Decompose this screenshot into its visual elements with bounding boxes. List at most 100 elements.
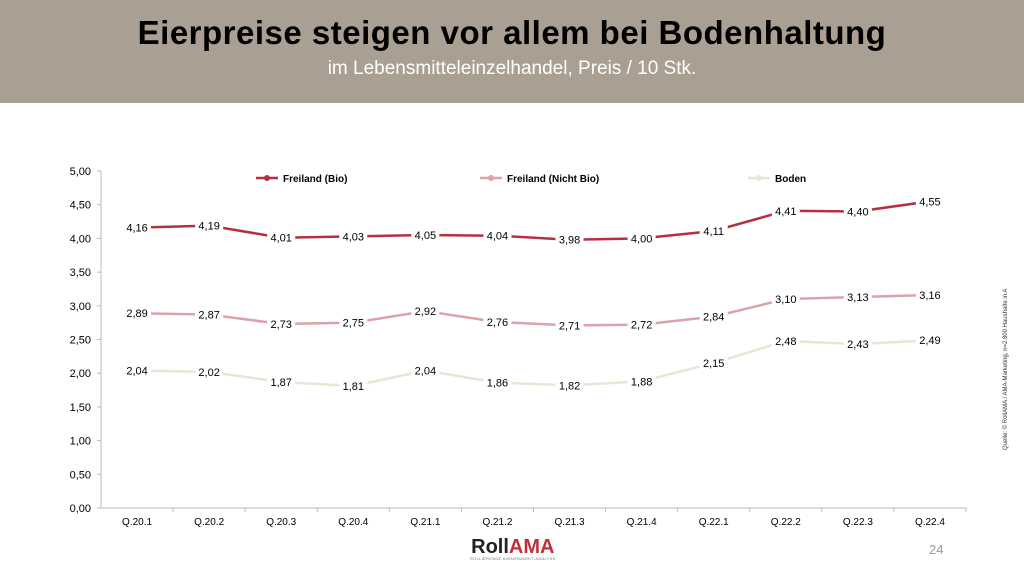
data-label: 4,00: [631, 233, 652, 245]
data-label-bg: [411, 362, 440, 378]
y-tick-label: 0,00: [70, 503, 91, 515]
data-label-bg: [267, 315, 296, 331]
y-tick-label: 4,00: [70, 233, 91, 245]
data-label: 2,87: [198, 310, 219, 322]
data-label-bg: [483, 313, 512, 329]
data-label-bg: [267, 373, 296, 389]
data-label: 4,55: [919, 196, 940, 208]
page-number: 24: [929, 542, 944, 557]
data-label-bg: [555, 231, 584, 247]
data-label: 2,73: [270, 319, 291, 331]
data-label: 4,19: [198, 221, 219, 233]
data-label-bg: [339, 314, 368, 330]
data-label-bg: [411, 303, 440, 319]
page-title: Eierpreise steigen vor allem bei Bodenha…: [137, 14, 887, 51]
data-label: 4,11: [703, 226, 724, 238]
y-tick-label: 1,50: [70, 402, 91, 414]
data-label-bg: [339, 378, 368, 394]
data-label-bg: [771, 291, 800, 307]
y-tick-label: 5,00: [70, 166, 91, 178]
data-label-bg: [555, 317, 584, 333]
header-banner: Eierpreise steigen vor allem bei Bodenha…: [0, 0, 1024, 103]
x-tick-label: Q.21.1: [410, 517, 440, 528]
page-subtitle: im Lebensmitteleinzelhandel, Preis / 10 …: [327, 58, 697, 79]
data-label: 4,04: [487, 231, 508, 243]
x-tick-label: Q.21.2: [482, 517, 512, 528]
x-tick-label: Q.20.4: [338, 517, 368, 528]
data-label-bg: [915, 287, 944, 303]
data-label: 2,72: [631, 320, 652, 332]
data-label: 2,76: [487, 317, 508, 329]
data-label: 1,87: [270, 377, 291, 389]
data-label: 3,10: [775, 294, 796, 306]
data-label-bg: [843, 336, 872, 352]
data-label: 2,02: [198, 367, 219, 379]
legend-marker: [488, 175, 494, 181]
data-label-bg: [123, 305, 152, 321]
data-label-bg: [915, 332, 944, 348]
x-tick-label: Q.20.3: [266, 517, 296, 528]
data-label-bg: [699, 308, 728, 324]
data-label: 4,40: [847, 206, 868, 218]
x-tick-label: Q.22.2: [771, 517, 801, 528]
data-label-bg: [915, 193, 944, 209]
data-label-bg: [411, 227, 440, 243]
data-label-bg: [771, 202, 800, 218]
data-label: 2,48: [775, 336, 796, 348]
data-label: 2,89: [126, 308, 147, 320]
source-note: Quelle: © RollAMA / AMA-Marketing, n=2.8…: [1003, 288, 1009, 450]
data-label: 1,82: [559, 380, 580, 392]
y-tick-label: 1,00: [70, 436, 91, 448]
series-line-1: [137, 293, 930, 327]
x-tick-label: Q.22.1: [699, 517, 729, 528]
data-label-bg: [699, 355, 728, 371]
legend-label: Freiland (Bio): [283, 174, 347, 185]
data-label-bg: [195, 217, 224, 233]
data-label-bg: [267, 229, 296, 245]
y-tick-label: 0,50: [70, 469, 91, 481]
data-label-bg: [627, 230, 656, 246]
x-tick-label: Q.22.3: [843, 517, 873, 528]
data-label-bg: [843, 289, 872, 305]
data-label: 1,86: [487, 378, 508, 390]
data-label-bg: [483, 374, 512, 390]
data-label: 2,15: [703, 358, 724, 370]
data-label-bg: [843, 203, 872, 219]
data-label: 4,01: [270, 233, 291, 245]
data-label: 2,75: [343, 318, 364, 330]
legend-marker: [756, 175, 762, 181]
x-tick-label: Q.21.3: [555, 517, 585, 528]
data-label: 2,71: [559, 320, 580, 332]
data-label-bg: [339, 228, 368, 244]
x-tick-label: Q.20.1: [122, 517, 152, 528]
data-label-bg: [771, 332, 800, 348]
data-label-bg: [195, 363, 224, 379]
x-tick-label: Q.22.4: [915, 517, 945, 528]
series-line-0: [137, 200, 931, 241]
y-tick-label: 4,50: [70, 200, 91, 212]
data-label-bg: [555, 377, 584, 393]
data-label: 3,13: [847, 292, 868, 304]
data-label: 4,41: [775, 206, 796, 218]
data-label-bg: [627, 316, 656, 332]
data-label: 2,04: [126, 366, 147, 378]
data-label-bg: [123, 219, 152, 235]
logo-tagline: ROLLIERENDE AGRARMARKT-ANALYSE: [470, 556, 556, 561]
y-tick-label: 2,00: [70, 368, 91, 380]
data-label-bg: [627, 373, 656, 389]
data-label-bg: [699, 222, 728, 238]
logo-text-ama: AMA: [508, 536, 555, 558]
data-label: 2,92: [415, 306, 436, 318]
y-tick-label: 3,50: [70, 267, 91, 279]
data-label-bg: [195, 306, 224, 322]
x-tick-label: Q.20.2: [194, 517, 224, 528]
data-label: 2,84: [703, 312, 724, 324]
rollama-logo: RollAMA ROLLIERENDE AGRARMARKT-ANALYSE: [470, 536, 556, 561]
legend-marker: [264, 175, 270, 181]
data-label: 1,81: [343, 381, 364, 393]
logo-text-roll: Roll: [471, 536, 509, 558]
data-label-bg: [123, 362, 152, 378]
data-label: 4,03: [343, 231, 364, 243]
y-tick-label: 3,00: [70, 301, 91, 313]
